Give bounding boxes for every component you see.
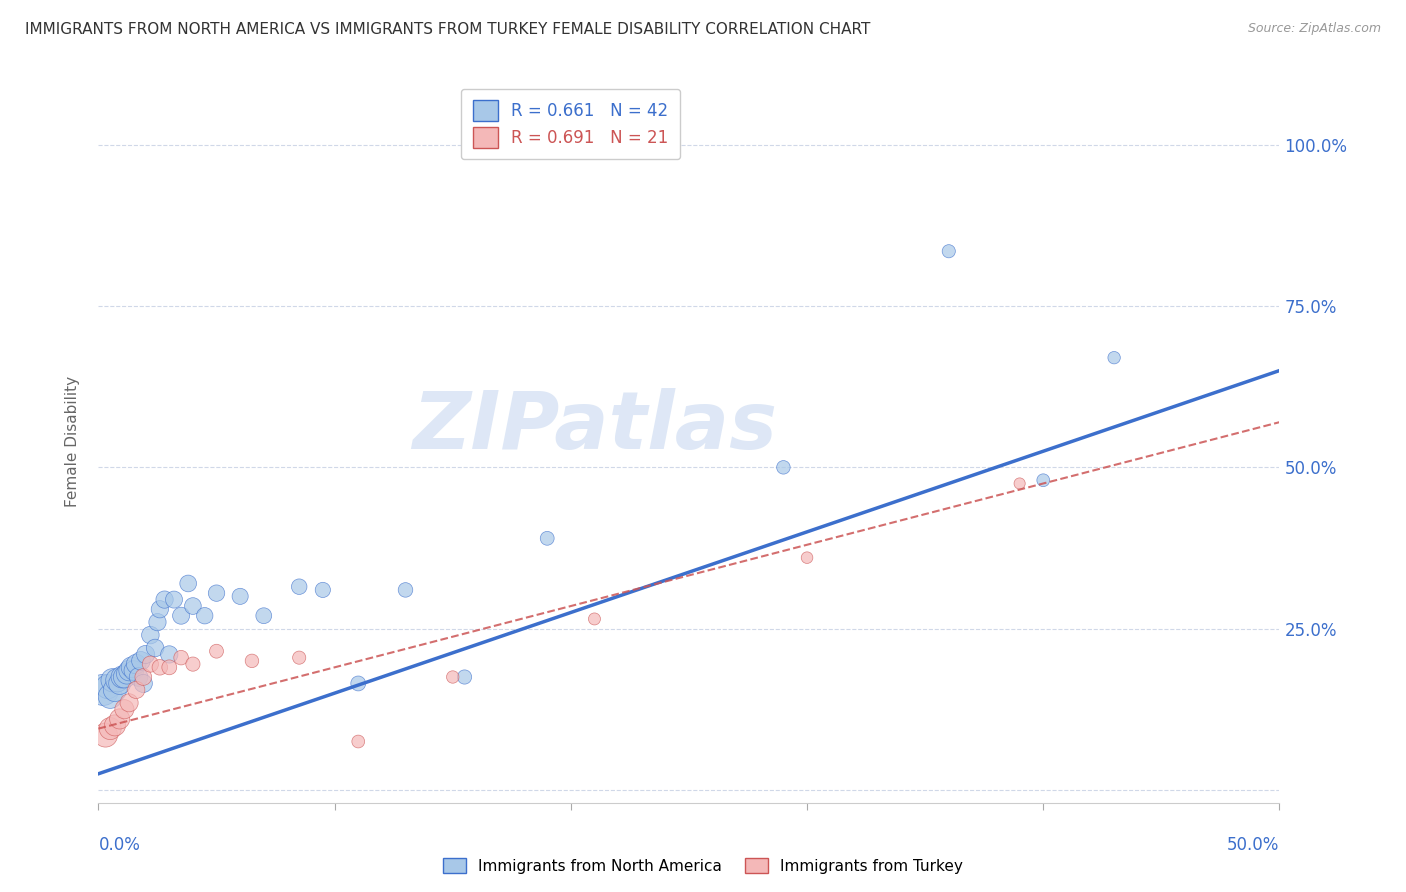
- Point: [105, 673, 128, 688]
- Point: [94, 728, 117, 742]
- Point: [125, 657, 148, 672]
- Point: [938, 244, 960, 259]
- Point: [441, 670, 464, 684]
- Point: [132, 676, 155, 690]
- Point: [108, 676, 131, 690]
- Point: [146, 615, 169, 630]
- Point: [1008, 476, 1031, 491]
- Point: [108, 712, 131, 726]
- Point: [1032, 473, 1054, 487]
- Point: [288, 580, 311, 594]
- Text: 0.0%: 0.0%: [98, 836, 141, 854]
- Point: [205, 644, 228, 658]
- Point: [101, 673, 124, 688]
- Point: [115, 666, 138, 681]
- Point: [139, 628, 162, 642]
- Point: [194, 608, 217, 623]
- Point: [536, 531, 558, 545]
- Point: [170, 608, 193, 623]
- Point: [163, 592, 186, 607]
- Point: [347, 734, 370, 748]
- Text: IMMIGRANTS FROM NORTH AMERICA VS IMMIGRANTS FROM TURKEY FEMALE DISABILITY CORREL: IMMIGRANTS FROM NORTH AMERICA VS IMMIGRA…: [25, 22, 870, 37]
- Point: [91, 682, 114, 697]
- Point: [170, 650, 193, 665]
- Point: [288, 650, 311, 665]
- Point: [253, 608, 276, 623]
- Point: [229, 590, 252, 604]
- Point: [112, 702, 135, 716]
- Text: 50.0%: 50.0%: [1227, 836, 1279, 854]
- Point: [128, 670, 150, 684]
- Point: [129, 654, 152, 668]
- Point: [118, 664, 141, 678]
- Point: [177, 576, 200, 591]
- Point: [1102, 351, 1125, 365]
- Point: [118, 696, 141, 710]
- Point: [149, 660, 172, 674]
- Point: [583, 612, 606, 626]
- Point: [132, 670, 155, 684]
- Point: [143, 640, 166, 655]
- Point: [157, 660, 180, 674]
- Point: [97, 680, 120, 694]
- Point: [205, 586, 228, 600]
- Point: [149, 602, 172, 616]
- Legend: R = 0.661   N = 42, R = 0.691   N = 21: R = 0.661 N = 42, R = 0.691 N = 21: [461, 88, 681, 160]
- Point: [772, 460, 794, 475]
- Point: [104, 718, 127, 732]
- Point: [312, 582, 335, 597]
- Y-axis label: Female Disability: Female Disability: [65, 376, 80, 508]
- Point: [135, 648, 157, 662]
- Point: [394, 582, 416, 597]
- Point: [121, 660, 143, 674]
- Point: [453, 670, 475, 684]
- Point: [240, 654, 263, 668]
- Point: [111, 670, 134, 684]
- Point: [796, 550, 818, 565]
- Point: [181, 657, 204, 672]
- Point: [98, 722, 121, 736]
- Point: [98, 690, 121, 704]
- Point: [122, 664, 145, 678]
- Legend: Immigrants from North America, Immigrants from Turkey: Immigrants from North America, Immigrant…: [437, 852, 969, 880]
- Text: Source: ZipAtlas.com: Source: ZipAtlas.com: [1247, 22, 1381, 36]
- Text: ZIPatlas: ZIPatlas: [412, 388, 778, 467]
- Point: [181, 599, 204, 613]
- Point: [125, 682, 148, 697]
- Point: [104, 682, 127, 697]
- Point: [157, 648, 180, 662]
- Point: [112, 670, 135, 684]
- Point: [139, 657, 162, 672]
- Point: [347, 676, 370, 690]
- Point: [153, 592, 176, 607]
